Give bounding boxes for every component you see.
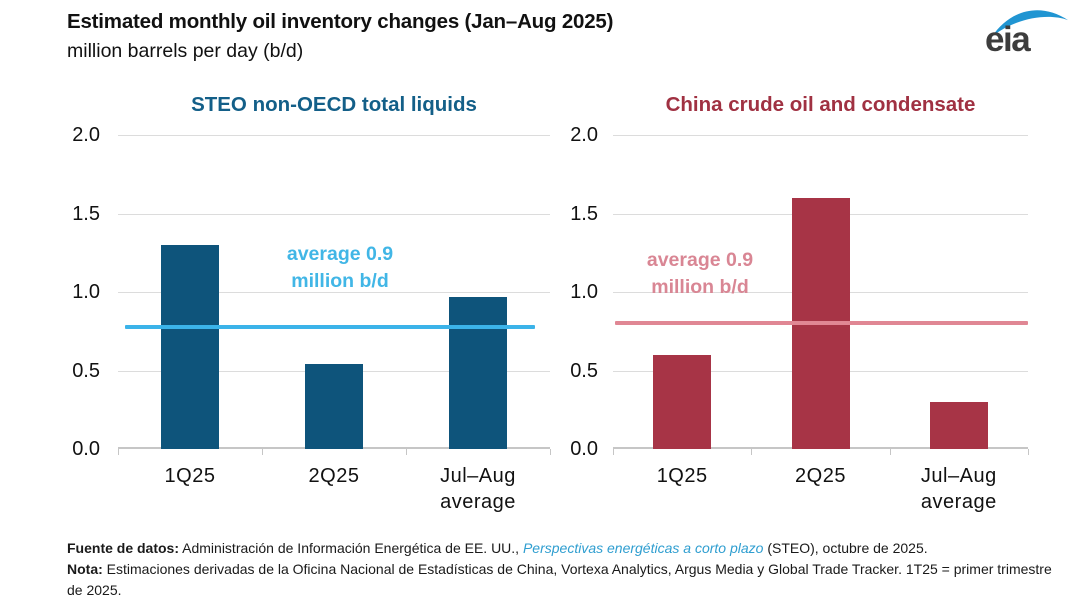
x-tick-label-line: Jul–Aug bbox=[920, 465, 997, 487]
x-tick-label-line: 2Q25 bbox=[795, 465, 846, 487]
x-tick-label-line: 2Q25 bbox=[308, 465, 360, 487]
axis-tick bbox=[262, 449, 263, 455]
figure-subtitle: million barrels per day (b/d) bbox=[67, 40, 304, 62]
note-line: Nota: Estimaciones derivadas de la Ofici… bbox=[67, 559, 1067, 601]
x-tick-label-line: 1Q25 bbox=[656, 465, 708, 487]
y-tick-label: 2.0 bbox=[72, 124, 100, 146]
average-annotation: average 0.9 million b/d bbox=[560, 247, 840, 301]
bar-2q25 bbox=[305, 364, 363, 449]
y-tick-label: 0.0 bbox=[570, 438, 598, 460]
bar-1q25 bbox=[653, 354, 712, 449]
x-tick-label: Jul–Aug average bbox=[406, 463, 550, 515]
x-tick-label: Jul–Aug average bbox=[890, 463, 1028, 515]
eia-logo-text: eia bbox=[985, 20, 1031, 59]
average-line bbox=[125, 324, 535, 329]
axis-tick bbox=[118, 449, 119, 455]
eia-swoosh-icon bbox=[991, 10, 1069, 37]
bar-jul-aug-average bbox=[449, 296, 507, 449]
axis-tick bbox=[550, 449, 551, 455]
axis-tick bbox=[751, 449, 753, 455]
figure-title: Estimated monthly oil inventory changes … bbox=[67, 10, 614, 33]
y-tick-label: 1.0 bbox=[570, 281, 598, 303]
bar-jul-aug-average bbox=[929, 401, 988, 449]
note-label: Nota: bbox=[67, 561, 103, 577]
average-annotation-line: average 0.9 bbox=[646, 249, 754, 271]
y-tick-label: 1.0 bbox=[72, 281, 100, 303]
y-tick-label: 1.5 bbox=[72, 202, 100, 225]
gridline-2.0 bbox=[613, 135, 1028, 136]
axis-tick bbox=[889, 449, 891, 455]
source-line: Fuente de datos: Administración de Infor… bbox=[67, 538, 1067, 559]
x-tick-label: 1Q25 bbox=[118, 463, 262, 489]
eia-logo: eia bbox=[983, 4, 1069, 62]
source-label: Fuente de datos: bbox=[67, 540, 180, 556]
source-suffix: (STEO), octubre de 2025. bbox=[763, 540, 928, 556]
x-tick-label-line: average bbox=[440, 491, 516, 513]
average-annotation-line: million b/d bbox=[291, 270, 389, 292]
y-tick-label: 2.0 bbox=[570, 124, 598, 146]
x-tick-label-line: average bbox=[920, 491, 997, 513]
plot-area: 1Q25 2Q25 Jul–Aug average average 0.9 million… bbox=[613, 135, 1029, 513]
average-annotation-line: million b/d bbox=[651, 276, 749, 298]
y-tick-label: 1.5 bbox=[570, 202, 598, 225]
x-tick-label: 2Q25 bbox=[262, 463, 406, 489]
footer-notes: Fuente de datos: Administración de Infor… bbox=[67, 538, 1067, 601]
x-tick-label: 1Q25 bbox=[613, 463, 751, 489]
x-tick-label-line: Jul–Aug bbox=[440, 465, 516, 487]
gridline-2.0 bbox=[118, 135, 550, 136]
axis-tick bbox=[613, 449, 614, 455]
bar-1q25 bbox=[161, 244, 219, 449]
chart-title: STEO non-OECD total liquids bbox=[191, 93, 477, 116]
average-line bbox=[615, 321, 1028, 326]
note-text: Estimaciones derivadas de la Oficina Nac… bbox=[67, 561, 1052, 598]
axis-tick bbox=[1028, 449, 1029, 455]
axis-tick bbox=[406, 449, 407, 455]
average-annotation-line: average 0.9 bbox=[286, 243, 394, 265]
x-tick-label-line: 1Q25 bbox=[164, 465, 216, 487]
gridline-1.0 bbox=[118, 292, 550, 293]
x-tick-label: 2Q25 bbox=[751, 463, 889, 489]
steo-report-link[interactable]: Perspectivas energéticas a corto plazo bbox=[522, 540, 764, 556]
y-tick-label: 0.5 bbox=[570, 359, 598, 382]
chart-title: China crude oil and condensate bbox=[665, 93, 976, 116]
y-tick-label: 0.5 bbox=[72, 359, 100, 382]
gridline-1.5 bbox=[118, 213, 550, 215]
plot-area: 1Q25 2Q25 Jul–Aug average average 0.9 million… bbox=[118, 135, 551, 513]
source-text: Administración de Información Energética… bbox=[179, 540, 523, 556]
average-annotation: average 0.9 million b/d bbox=[200, 241, 480, 295]
y-tick-label: 0.0 bbox=[72, 438, 100, 460]
